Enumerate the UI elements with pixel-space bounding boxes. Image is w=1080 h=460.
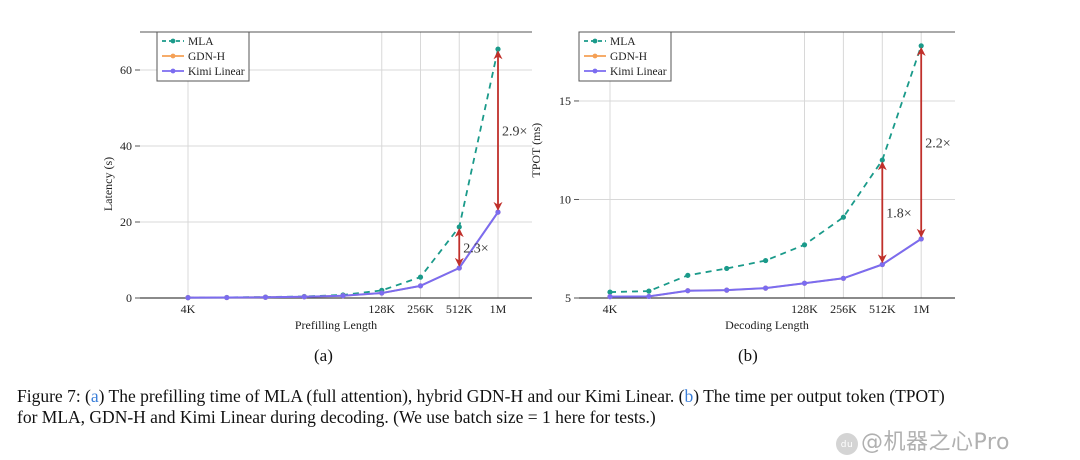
data-point-kimi-linear: [879, 261, 885, 268]
y-tick-label: 40: [120, 139, 132, 153]
data-point-kimi-linear: [763, 285, 769, 291]
legend-marker: [592, 38, 598, 44]
caption-ref-a[interactable]: a: [90, 386, 99, 406]
data-point-kimi-linear: [262, 294, 269, 300]
speedup-label: 2.2×: [925, 136, 950, 151]
x-tick-label: 128K: [791, 302, 818, 316]
data-point-kimi-linear: [224, 294, 230, 301]
data-point-mla: [607, 289, 613, 295]
data-point-kimi-linear: [301, 294, 307, 300]
y-tick-label: 60: [120, 63, 132, 77]
data-point-kimi-linear: [840, 275, 847, 281]
paw-icon: du: [836, 433, 858, 455]
x-tick-label: 256K: [407, 302, 434, 316]
legend-entry: Kimi Linear: [610, 66, 667, 78]
y-tick-label: 5: [565, 291, 571, 305]
data-point-mla: [801, 242, 808, 248]
speedup-label: 2.3×: [463, 241, 488, 256]
legend-entry: GDN-H: [610, 51, 647, 63]
x-tick-label: 512K: [869, 302, 896, 316]
figure-caption: Figure 7: (a) The prefilling time of MLA…: [17, 386, 1077, 428]
watermark: du @机器之心Pro: [836, 430, 1010, 456]
speedup-label: 2.9×: [502, 125, 527, 140]
data-point-mla: [879, 157, 885, 163]
legend-entry: MLA: [610, 36, 636, 48]
y-axis-label: TPOT (ms): [529, 123, 543, 178]
x-tick-label: 512K: [446, 302, 473, 316]
legend-marker: [592, 68, 598, 74]
x-axis-label: Decoding Length: [725, 318, 809, 332]
y-tick-label: 10: [559, 192, 571, 206]
y-tick-label: 0: [126, 291, 132, 305]
legend-marker: [592, 53, 598, 59]
caption-line-1: Figure 7: (a) The prefilling time of MLA…: [17, 386, 1077, 407]
series-line-gdn-h: [187, 211, 499, 299]
data-point-mla: [840, 214, 847, 220]
data-point-mla: [495, 46, 501, 52]
data-point-kimi-linear: [801, 280, 808, 286]
data-point-kimi-linear: [607, 294, 613, 300]
legend-entry: GDN-H: [188, 51, 225, 63]
data-point-kimi-linear: [495, 209, 501, 215]
legend-entry: MLA: [188, 36, 214, 48]
caption-text: ) The time per output token (TPOT): [693, 386, 945, 406]
x-tick-label: 1M: [913, 302, 930, 316]
x-tick-label: 256K: [830, 302, 857, 316]
legend-marker: [170, 53, 176, 59]
data-point-kimi-linear: [724, 287, 730, 293]
data-point-kimi-linear: [379, 290, 385, 296]
watermark-text: @机器之心Pro: [861, 430, 1010, 455]
y-tick-label: 15: [559, 94, 571, 108]
x-tick-label: 4K: [181, 302, 196, 316]
series-line-kimi-linear: [187, 211, 499, 299]
legend-entry: Kimi Linear: [188, 66, 245, 78]
chart-a: 0 20 40 60 4K 128K 256K 512K 1M Prefilling Length…: [101, 31, 532, 332]
panel-label-a: (a): [314, 346, 333, 365]
speedup-label: 1.8×: [886, 206, 911, 221]
caption-ref-b[interactable]: b: [684, 386, 694, 406]
x-axis-label: Prefilling Length: [295, 318, 377, 332]
x-tick-label: 1M: [490, 302, 507, 316]
y-tick-label: 20: [120, 215, 132, 229]
data-point-mla: [763, 257, 769, 264]
data-point-mla: [456, 224, 462, 230]
x-tick-label: 128K: [368, 302, 395, 316]
series-line-mla: [187, 48, 499, 299]
data-point-mla: [918, 43, 924, 49]
x-tick-label: 4K: [603, 302, 618, 316]
data-point-kimi-linear: [417, 283, 424, 289]
data-point-kimi-linear: [918, 236, 924, 242]
data-point-mla: [417, 274, 424, 280]
caption-text: Figure 7: (: [17, 386, 91, 406]
data-point-kimi-linear: [185, 295, 191, 301]
caption-line-2: for MLA, GDN-H and Kimi Linear during de…: [17, 407, 656, 427]
data-point-kimi-linear: [685, 288, 691, 294]
chart-b: 5 10 15 4K 128K 256K 512K 1M Decoding Length TPOT…: [529, 31, 955, 332]
data-point-mla: [646, 288, 652, 294]
data-point-kimi-linear: [340, 293, 346, 299]
data-point-kimi-linear: [646, 293, 652, 300]
panel-label-b: (b): [738, 346, 758, 365]
data-point-mla: [685, 272, 691, 278]
data-point-mla: [724, 265, 730, 272]
legend-marker: [170, 68, 176, 74]
caption-text: ) The prefilling time of MLA (full atten…: [98, 386, 685, 406]
y-axis-label: Latency (s): [101, 157, 115, 211]
data-point-kimi-linear: [456, 265, 462, 271]
legend-marker: [170, 38, 176, 44]
series-line-mla: [609, 45, 923, 293]
